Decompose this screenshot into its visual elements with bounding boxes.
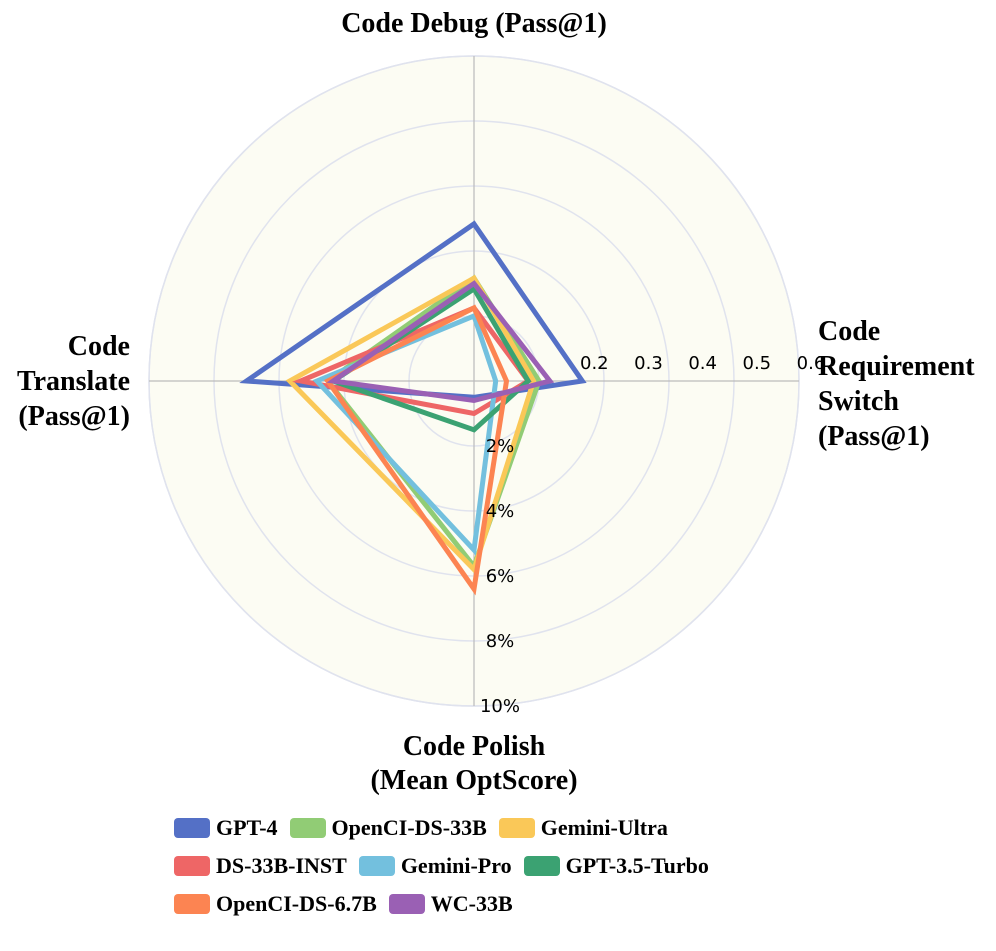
tick-label-pass: 0.2 <box>580 353 609 374</box>
legend-label: GPT-3.5-Turbo <box>565 853 709 878</box>
series-openci-ds-6-7b <box>324 304 510 596</box>
legend-item: OpenCI-DS-33B <box>289 815 487 841</box>
legend-swatch <box>174 856 210 876</box>
legend-swatch <box>388 894 425 914</box>
legend-label: OpenCI-DS-33B <box>331 815 487 840</box>
tick-label-polish: 2% <box>486 436 515 457</box>
tick-label-pass: 0.4 <box>688 353 717 374</box>
legend-item: Gemini-Ultra <box>498 815 668 841</box>
legend-label: WC-33B <box>430 891 513 916</box>
axis-title-translate: (Pass@1) <box>18 401 130 432</box>
legend-item: DS-33B-INST <box>174 853 347 879</box>
series-ds-33b-inst <box>292 304 532 417</box>
tick-label-polish: 6% <box>486 566 515 587</box>
legend-swatch <box>174 818 210 838</box>
axis-title-debug: Code Debug (Pass@1) <box>341 8 607 39</box>
series-gemini-ultra <box>285 274 537 575</box>
tick-label-pass: 0.6 <box>797 353 826 374</box>
tick-label-polish: 10% <box>480 696 520 717</box>
axis-title-switch: Switch <box>818 386 899 417</box>
legend-swatch <box>174 894 210 914</box>
tick-label-pass: 0.3 <box>634 353 663 374</box>
series-wc-33b <box>326 280 555 404</box>
axis-title-switch: Code <box>818 316 880 347</box>
legend-label: Gemini-Pro <box>400 853 512 878</box>
legend-label: Gemini-Ultra <box>540 815 668 840</box>
legend-item: WC-33B <box>388 891 513 917</box>
legend-item: Gemini-Pro <box>358 853 512 879</box>
axis-title-switch: (Pass@1) <box>818 421 930 452</box>
legend-row: OpenCI-DS-6.7B WC-33B <box>174 891 525 917</box>
legend-label: OpenCI-DS-6.7B <box>216 891 377 916</box>
legend-item: GPT-4 <box>174 815 278 841</box>
axis-title-polish: Code Polish <box>403 731 546 762</box>
radar-series <box>239 220 587 596</box>
tick-label-polish: 8% <box>486 631 515 652</box>
legend-item: GPT-3.5-Turbo <box>523 853 709 879</box>
series-gpt-4 <box>239 220 587 400</box>
legend-swatch <box>498 818 535 838</box>
legend-label: GPT-4 <box>216 815 278 840</box>
tick-label-pass: 0.5 <box>743 353 772 374</box>
legend-item: OpenCI-DS-6.7B <box>174 891 377 917</box>
legend-label: DS-33B-INST <box>216 853 347 878</box>
axis-title-polish: (Mean OptScore) <box>370 765 577 796</box>
axis-title-translate: Translate <box>17 366 130 397</box>
legend-swatch <box>289 818 326 838</box>
axis-title-switch: Requirement <box>818 351 975 382</box>
radial-tick-labels: 0.2 0.3 0.4 0.5 0.6 2% 4% 6% 8% 10% <box>480 353 825 717</box>
axis-title-translate: Code <box>68 331 130 362</box>
legend-row: DS-33B-INST Gemini-Pro GPT-3.5-Turbo <box>174 853 721 879</box>
tick-label-polish: 4% <box>486 501 515 522</box>
legend-swatch <box>358 856 395 876</box>
radar-grid <box>148 55 800 707</box>
axis-titles: Code Debug (Pass@1) Code Requirement Switch… <box>17 8 975 796</box>
legend-row: GPT-4 OpenCI-DS-33B Gemini-Ultra <box>174 815 680 841</box>
legend-swatch <box>523 856 560 876</box>
